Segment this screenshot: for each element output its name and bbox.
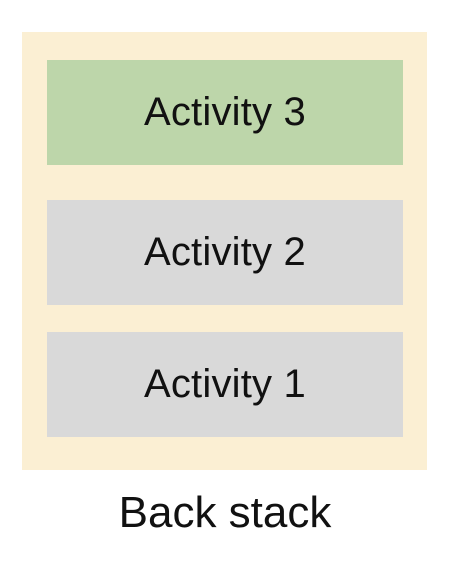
activity-2-label: Activity 2 xyxy=(143,230,307,274)
back-stack-container: Activity 3 Activity 2 Activity 1 xyxy=(22,32,427,470)
activity-2-box: Activity 2 xyxy=(47,200,403,305)
activity-1-box: Activity 1 xyxy=(47,332,403,437)
activity-3-box: Activity 3 xyxy=(47,60,403,165)
activity-1-label: Activity 1 xyxy=(143,362,307,406)
activity-3-label: Activity 3 xyxy=(143,90,307,134)
back-stack-caption: Back stack xyxy=(118,488,332,537)
